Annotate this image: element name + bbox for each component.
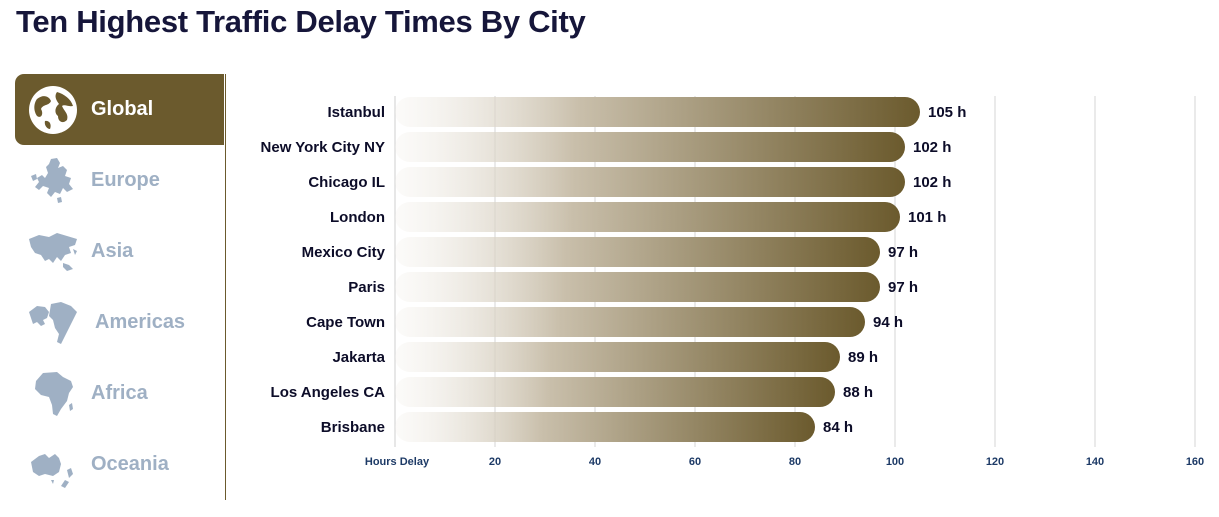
americas-map-icon <box>29 302 77 344</box>
sidebar-item-label: Global <box>91 98 154 120</box>
sidebar-item-label: Oceania <box>91 453 169 475</box>
bar-edge <box>395 237 411 267</box>
category-label: Istanbul <box>327 104 385 121</box>
bar-edge <box>395 167 411 197</box>
x-tick-label: 140 <box>1086 456 1104 468</box>
value-label: 89 h <box>848 349 878 366</box>
bar-edge <box>395 132 411 162</box>
value-label: 88 h <box>843 384 873 401</box>
x-tick-label: 40 <box>589 456 601 468</box>
x-tick-label: 100 <box>886 456 904 468</box>
category-label: London <box>330 209 385 226</box>
bar-edge <box>395 307 411 337</box>
bar-edge <box>395 97 411 127</box>
sidebar-item-label: Americas <box>95 311 186 333</box>
africa-map-icon <box>35 372 73 416</box>
x-tick-label: 120 <box>986 456 1004 468</box>
sidebar-item-oceania[interactable]: Oceania <box>15 429 224 500</box>
bar[interactable] <box>395 132 905 162</box>
category-label: Jakarta <box>332 349 385 366</box>
bar[interactable] <box>395 237 880 267</box>
sidebar-item-label: Asia <box>91 240 134 262</box>
region-sidebar: Global Europe Asia Americas Africa <box>15 74 226 500</box>
delay-bar-chart: Istanbul 105 h New York City NY 102 h Chicag… <box>261 96 1204 468</box>
sidebar-item-americas[interactable]: Americas <box>15 287 224 358</box>
bar[interactable] <box>395 167 905 197</box>
sidebar-item-europe[interactable]: Europe <box>15 145 224 216</box>
bar[interactable] <box>395 342 840 372</box>
category-label: Chicago IL <box>308 174 385 191</box>
x-axis-label: Hours Delay <box>365 456 430 468</box>
x-tick-label: 20 <box>489 456 501 468</box>
x-tick-label: 60 <box>689 456 701 468</box>
sidebar-item-asia[interactable]: Asia <box>15 216 224 287</box>
bar[interactable] <box>395 377 835 407</box>
x-tick-label: 80 <box>789 456 801 468</box>
value-label: 97 h <box>888 279 918 296</box>
bar-edge <box>395 412 411 442</box>
bar[interactable] <box>395 412 815 442</box>
value-label: 84 h <box>823 419 853 436</box>
sidebar-item-label: Africa <box>91 382 148 404</box>
value-label: 97 h <box>888 244 918 261</box>
bar[interactable] <box>395 97 920 127</box>
oceania-map-icon <box>31 454 73 488</box>
asia-map-icon <box>29 233 77 271</box>
sidebar-item-global[interactable]: Global <box>15 74 224 145</box>
bar-edge <box>395 202 411 232</box>
value-label: 105 h <box>928 104 966 121</box>
value-label: 102 h <box>913 139 951 156</box>
bar-edge <box>395 272 411 302</box>
globe-icon <box>29 86 77 134</box>
value-label: 102 h <box>913 174 951 191</box>
value-label: 101 h <box>908 209 946 226</box>
sidebar-item-africa[interactable]: Africa <box>15 358 224 429</box>
bar[interactable] <box>395 307 865 337</box>
value-label: 94 h <box>873 314 903 331</box>
page-title: Ten Highest Traffic Delay Times By City <box>16 4 586 39</box>
x-tick-label: 160 <box>1186 456 1204 468</box>
bar[interactable] <box>395 202 900 232</box>
category-label: New York City NY <box>261 139 385 156</box>
bar[interactable] <box>395 272 880 302</box>
category-label: Cape Town <box>306 314 385 331</box>
europe-map-icon <box>31 158 73 203</box>
category-label: Paris <box>348 279 385 296</box>
bar-edge <box>395 342 411 372</box>
bar-edge <box>395 377 411 407</box>
sidebar-item-label: Europe <box>91 169 160 191</box>
category-label: Los Angeles CA <box>271 384 386 401</box>
category-label: Mexico City <box>302 244 386 261</box>
category-label: Brisbane <box>321 419 385 436</box>
